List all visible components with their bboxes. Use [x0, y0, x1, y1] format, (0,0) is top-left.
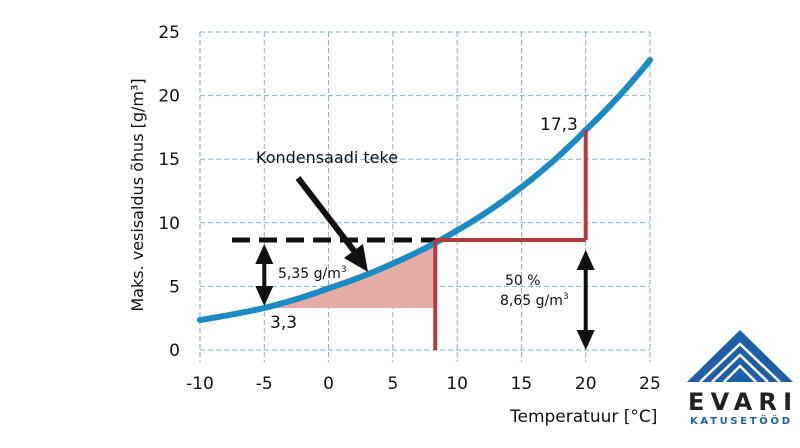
annotation-difference: 5,35 g/m3 — [278, 265, 347, 282]
y-tick-label: 15 — [158, 150, 180, 170]
x-tick-label: -10 — [186, 374, 214, 394]
annotation-value-low: 3,3 — [270, 313, 297, 333]
x-tick-label: 25 — [639, 374, 661, 394]
grid — [199, 31, 651, 362]
y-tick-label: 5 — [169, 277, 180, 297]
annotation-rh: 50 % — [505, 273, 541, 289]
x-tick-label: 0 — [323, 374, 334, 394]
annotation-rh-amount: 8,65 g/m3 — [500, 292, 569, 309]
logo-subtitle: KATUSETÖÖD — [690, 413, 790, 427]
y-tick-label: 20 — [158, 87, 180, 107]
logo-name: EVARI — [688, 388, 792, 416]
y-tick-label: 0 — [169, 341, 180, 361]
ticks: -10 -5 0 5 10 15 20 25 0 5 10 15 20 25 — [158, 23, 660, 394]
annotation-condensation: Kondensaadi teke — [256, 148, 398, 167]
saturation-curve — [197, 57, 653, 323]
x-tick-label: 15 — [511, 374, 533, 394]
arrows — [255, 176, 595, 350]
x-tick-label: 20 — [575, 374, 597, 394]
y-tick-label: 10 — [158, 214, 180, 234]
x-tick-label: 10 — [446, 374, 468, 394]
condensation-area — [264, 243, 436, 309]
y-tick-label: 25 — [158, 23, 180, 43]
condensation-arrow — [295, 176, 368, 272]
x-tick-label: -5 — [256, 374, 273, 394]
reference-lines — [433, 129, 588, 350]
x-tick-label: 5 — [387, 374, 398, 394]
evari-logo: EVARI KATUSETÖÖD — [687, 330, 793, 427]
y-axis-label: Maks. vesisaldus õhus [g/m³] — [128, 78, 147, 311]
x-axis-label: Temperatuur [°C] — [509, 407, 657, 427]
difference-arrow — [255, 243, 274, 307]
annotation-value-high: 17,3 — [540, 115, 578, 135]
humidity-arrow — [576, 249, 595, 350]
